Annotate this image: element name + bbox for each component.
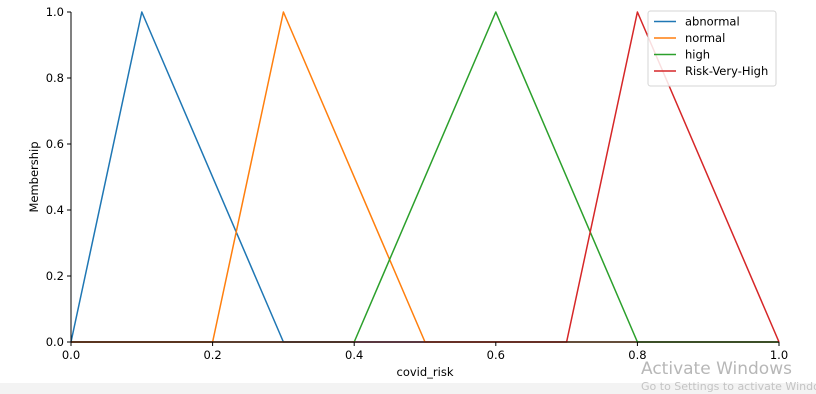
watermark-title: Activate Windows (641, 359, 792, 379)
y-tick-label: 0.6 (46, 137, 64, 151)
y-tick-label: 1.0 (46, 5, 64, 19)
x-axis-label: covid_risk (397, 365, 454, 379)
y-tick-label: 0.2 (46, 269, 64, 283)
y-axis-label: Membership (27, 141, 41, 212)
legend-label-high: high (685, 48, 710, 62)
y-tick-label: 0.0 (46, 335, 64, 349)
x-tick-label: 0.0 (62, 348, 80, 362)
bottom-bar (0, 383, 816, 394)
watermark-subtitle: Go to Settings to activate Windows. (641, 380, 816, 393)
x-tick-label: 0.6 (487, 348, 505, 362)
x-tick-label: 1.0 (770, 348, 788, 362)
x-tick-label: 0.8 (628, 348, 646, 362)
y-tick-label: 0.8 (46, 71, 64, 85)
legend-box (647, 10, 777, 87)
legend: abnormal normal high Risk-Very-High (647, 10, 777, 87)
y-tick-label: 0.4 (46, 203, 64, 217)
activate-windows-watermark: Activate Windows Go to Settings to activ… (641, 358, 816, 394)
legend-label-abnormal: abnormal (685, 15, 740, 29)
x-tick-label: 0.2 (203, 348, 221, 362)
axes-layer: 0.0 0.2 0.4 0.6 0.8 1.0 0.0 0.2 0.4 0.6 0.8 1.0 (46, 5, 788, 362)
legend-label-risk-very-high: Risk-Very-High (685, 64, 768, 78)
legend-label-normal: normal (685, 31, 725, 45)
x-tick-label: 0.4 (345, 348, 363, 362)
